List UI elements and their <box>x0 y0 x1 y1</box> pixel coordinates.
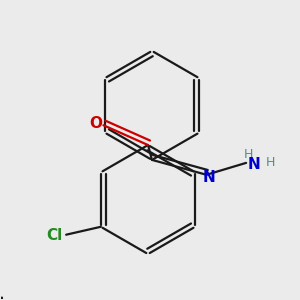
Text: N: N <box>203 170 216 185</box>
Text: H: H <box>243 148 253 161</box>
Text: H: H <box>266 156 276 170</box>
Text: O: O <box>89 116 102 131</box>
Text: N: N <box>248 158 260 172</box>
Text: Cl: Cl <box>46 228 62 243</box>
